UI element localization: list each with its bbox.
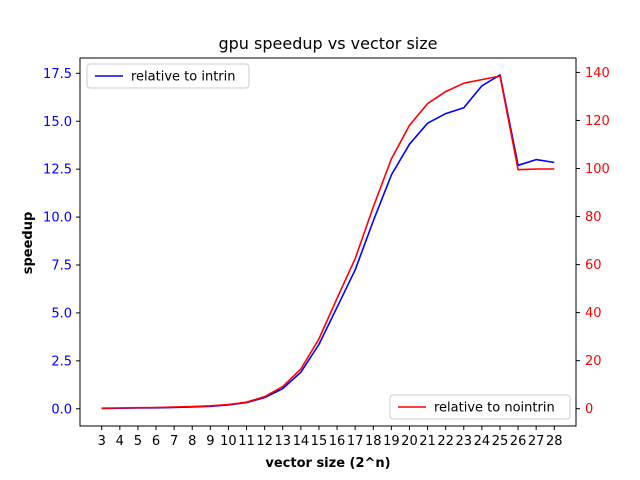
- y-axis-label: speedup: [21, 212, 36, 275]
- right-y-tick-label: 140: [585, 66, 610, 81]
- x-tick-label: 24: [474, 434, 491, 449]
- left-y-tick-label: 2.5: [51, 354, 72, 369]
- x-tick-label: 21: [419, 434, 436, 449]
- right-y-tick-label: 120: [585, 114, 610, 129]
- x-tick-label: 13: [274, 434, 291, 449]
- x-tick-label: 15: [311, 434, 328, 449]
- x-tick-label: 9: [206, 434, 214, 449]
- x-tick-label: 10: [220, 434, 237, 449]
- x-tick-label: 12: [256, 434, 273, 449]
- right-y-tick-label: 0: [585, 402, 593, 417]
- x-tick-label: 3: [98, 434, 106, 449]
- legend-intrin-box: [86, 63, 250, 89]
- x-tick-label: 4: [116, 434, 124, 449]
- x-tick-label: 16: [329, 434, 346, 449]
- x-tick-label: 8: [188, 434, 196, 449]
- x-tick-label: 23: [455, 434, 472, 449]
- x-tick-label: 11: [238, 434, 255, 449]
- plot-frame: [79, 57, 577, 427]
- chart-title: gpu speedup vs vector size: [218, 34, 437, 53]
- legend-nointrin-box: [389, 394, 571, 420]
- legend-intrin-label: relative to intrin: [131, 70, 236, 85]
- x-tick-label: 18: [365, 434, 382, 449]
- left-y-tick-label: 5.0: [51, 306, 72, 321]
- series-line-nointrin: [101, 75, 555, 409]
- x-tick-label: 25: [492, 434, 509, 449]
- x-axis-label: vector size (2^n): [265, 456, 390, 471]
- x-tick-label: 19: [383, 434, 400, 449]
- left-y-tick-label: 10.0: [43, 211, 72, 226]
- plot-area: 3 4 5 6 7 8 9 10 11 12 13 14 15 16 17 18 19 20 21 22 23 24 25 2…: [43, 57, 610, 449]
- left-y-tick-label: 7.5: [51, 259, 72, 274]
- x-tick-label: 27: [528, 434, 545, 449]
- left-y-tick-label: 0.0: [51, 402, 72, 417]
- left-y-tick-label: 17.5: [43, 67, 72, 82]
- right-y-tick-label: 100: [585, 162, 610, 177]
- series-line-intrin: [101, 74, 555, 410]
- x-tick-label: 26: [510, 434, 527, 449]
- right-y-tick-label: 60: [585, 258, 602, 273]
- right-y-tick-label: 20: [585, 354, 602, 369]
- x-tick-label: 20: [401, 434, 418, 449]
- x-tick-label: 7: [170, 434, 178, 449]
- x-tick-label: 6: [152, 434, 160, 449]
- x-tick-label: 14: [293, 434, 310, 449]
- left-y-tick-label: 12.5: [43, 163, 72, 178]
- legend-nointrin-label: relative to nointrin: [434, 401, 555, 416]
- right-y-tick-label: 40: [585, 306, 602, 321]
- x-tick-label: 17: [347, 434, 364, 449]
- x-tick-label: 5: [134, 434, 142, 449]
- x-tick-label: 22: [437, 434, 454, 449]
- right-y-tick-label: 80: [585, 210, 602, 225]
- left-y-tick-label: 15.0: [43, 115, 72, 130]
- x-tick-label: 28: [546, 434, 563, 449]
